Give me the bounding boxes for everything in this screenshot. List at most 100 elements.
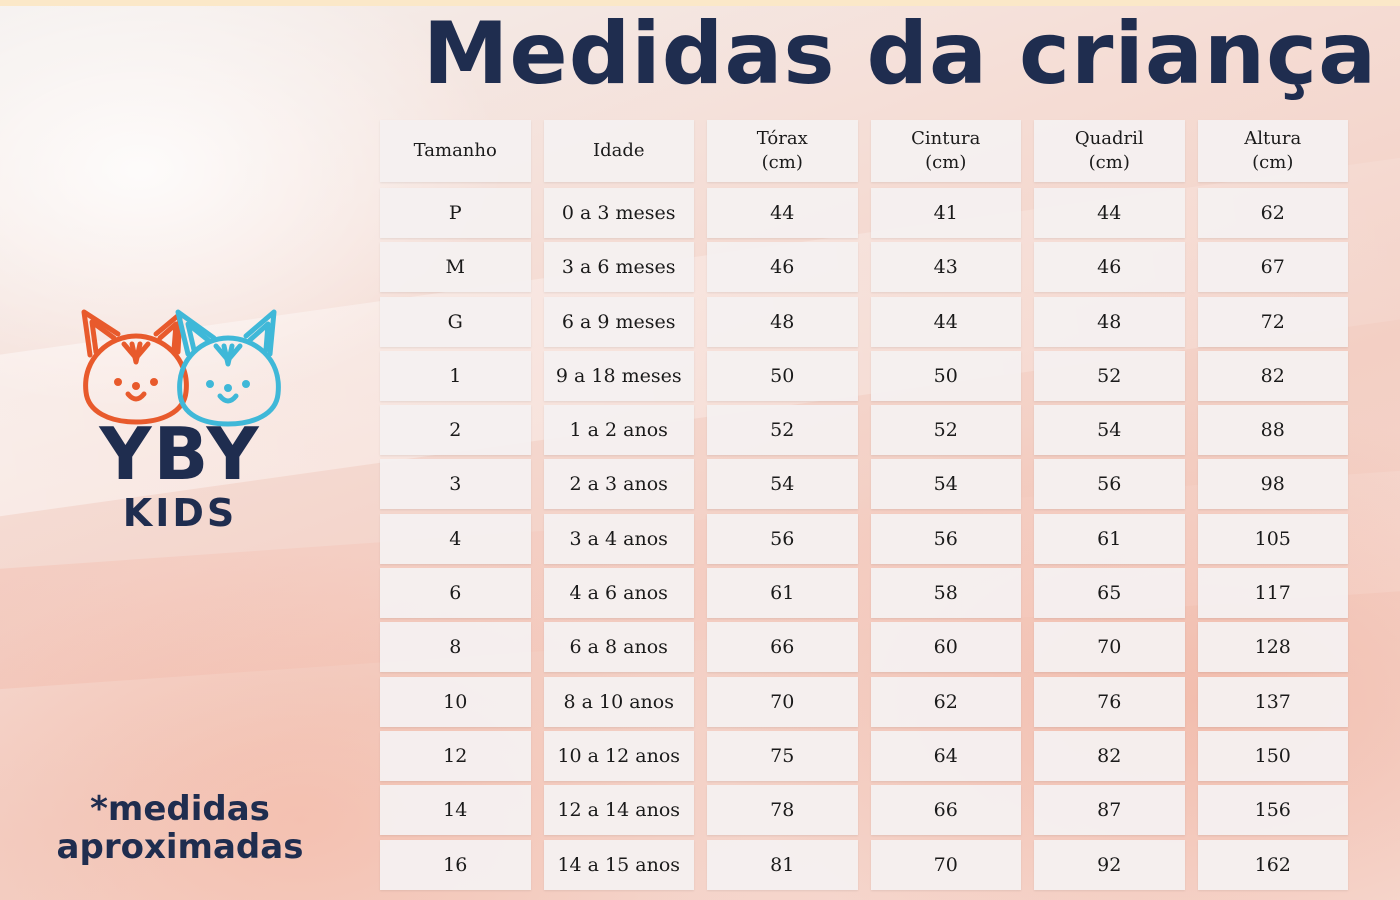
table-cell: 92 <box>1034 839 1185 890</box>
table-cell: 52 <box>1034 350 1185 401</box>
table-cell: 66 <box>707 622 858 673</box>
table-cell: 82 <box>1034 730 1185 781</box>
table-cell: 2 <box>380 405 531 456</box>
table-cell: 44 <box>707 188 858 238</box>
table-cell: 54 <box>870 459 1021 510</box>
table-cell: 98 <box>1197 459 1348 510</box>
table-cell: 48 <box>1034 296 1185 347</box>
column-idade: Idade 0 a 3 meses 3 a 6 meses 6 a 9 meses 9 … <box>543 120 694 894</box>
column-header: Tamanho <box>380 120 531 182</box>
brand-name: YBY <box>99 412 261 496</box>
table-cell: 81 <box>707 839 858 890</box>
table-cell: 4 <box>380 513 531 564</box>
table-cell: 44 <box>870 296 1021 347</box>
table-cell: 46 <box>707 242 858 293</box>
table-cell: 46 <box>1034 242 1185 293</box>
header-label: Cintura <box>911 128 981 149</box>
table-cell: 56 <box>707 513 858 564</box>
table-cell: 9 a 18 meses <box>543 350 694 401</box>
table-cell: 128 <box>1197 622 1348 673</box>
header-unit: (cm) <box>1088 152 1130 173</box>
table-cell: 78 <box>707 785 858 836</box>
top-band <box>0 0 1400 6</box>
table-cell: 0 a 3 meses <box>543 188 694 238</box>
column-cintura: Cintura (cm) 41 43 44 50 52 54 56 58 60 62 64 66 70 <box>870 120 1021 894</box>
header-label: Altura <box>1244 128 1302 149</box>
table-cell: 16 <box>380 839 531 890</box>
header-label: Tamanho <box>413 140 497 161</box>
approximate-note: *medidas aproximadas <box>40 790 320 866</box>
table-cell: 8 a 10 anos <box>543 676 694 727</box>
table-cell: 6 a 8 anos <box>543 622 694 673</box>
table-cell: 62 <box>1197 188 1348 238</box>
table-cell: 2 a 3 anos <box>543 459 694 510</box>
header-unit: (cm) <box>925 152 967 173</box>
table-cell: 162 <box>1197 839 1348 890</box>
table-cell: 6 <box>380 568 531 619</box>
table-cell: 50 <box>870 350 1021 401</box>
fox-and-bunny-faces-icon <box>81 309 281 427</box>
table-cell: 72 <box>1197 296 1348 347</box>
column-header: Altura (cm) <box>1197 120 1348 182</box>
table-cell: 52 <box>870 405 1021 456</box>
table-cell: G <box>380 296 531 347</box>
table-cell: M <box>380 242 531 293</box>
table-cell: 58 <box>870 568 1021 619</box>
table-cell: 67 <box>1197 242 1348 293</box>
table-cell: 87 <box>1034 785 1185 836</box>
table-cell: 54 <box>1034 405 1185 456</box>
table-cell: 3 <box>380 459 531 510</box>
table-cell: 64 <box>870 730 1021 781</box>
table-cell: 70 <box>1034 622 1185 673</box>
table-cell: 12 a 14 anos <box>543 785 694 836</box>
table-cell: 76 <box>1034 676 1185 727</box>
note-line-1: *medidas <box>90 789 270 829</box>
table-cell: 137 <box>1197 676 1348 727</box>
table-cell: 70 <box>870 839 1021 890</box>
table-cell: 44 <box>1034 188 1185 238</box>
page-title: Medidas da criança <box>422 4 1378 104</box>
table-cell: 1 <box>380 350 531 401</box>
note-line-2: aproximadas <box>56 827 304 867</box>
column-header: Cintura (cm) <box>870 120 1021 182</box>
table-cell: 10 a 12 anos <box>543 730 694 781</box>
table-cell: 56 <box>1034 459 1185 510</box>
header-unit: (cm) <box>761 152 803 173</box>
table-cell: 10 <box>380 676 531 727</box>
table-cell: 4 a 6 anos <box>543 568 694 619</box>
column-tamanho: Tamanho P M G 1 2 3 4 6 8 10 12 14 16 <box>380 120 531 894</box>
table-cell: 150 <box>1197 730 1348 781</box>
brand-sub: KIDS <box>122 491 238 535</box>
column-header: Tórax (cm) <box>707 120 858 182</box>
table-cell: 1 a 2 anos <box>543 405 694 456</box>
header-unit: (cm) <box>1252 152 1294 173</box>
column-torax: Tórax (cm) 44 46 48 50 52 54 56 61 66 70 75 78 81 <box>707 120 858 894</box>
table-cell: 14 <box>380 785 531 836</box>
header-label: Quadril <box>1074 128 1144 149</box>
table-cell: 61 <box>707 568 858 619</box>
table-cell: 88 <box>1197 405 1348 456</box>
table-cell: 66 <box>870 785 1021 836</box>
table-cell: 56 <box>870 513 1021 564</box>
table-cell: 105 <box>1197 513 1348 564</box>
table-cell: 3 a 6 meses <box>543 242 694 293</box>
size-table: Tamanho P M G 1 2 3 4 6 8 10 12 14 16 Idade 0 a 3 meses… <box>380 120 1348 894</box>
header-label: Idade <box>592 140 645 161</box>
table-cell: 70 <box>707 676 858 727</box>
table-cell: 8 <box>380 622 531 673</box>
table-cell: 14 a 15 anos <box>543 839 694 890</box>
table-cell: 12 <box>380 730 531 781</box>
table-cell: 41 <box>870 188 1021 238</box>
table-cell: P <box>380 188 531 238</box>
table-cell: 65 <box>1034 568 1185 619</box>
header-label: Tórax <box>756 128 808 149</box>
table-cell: 75 <box>707 730 858 781</box>
table-cell: 82 <box>1197 350 1348 401</box>
table-cell: 54 <box>707 459 858 510</box>
table-cell: 60 <box>870 622 1021 673</box>
table-cell: 50 <box>707 350 858 401</box>
column-header: Idade <box>543 120 694 182</box>
column-altura: Altura (cm) 62 67 72 82 88 98 105 117 128 137 150 156… <box>1197 120 1348 894</box>
table-cell: 43 <box>870 242 1021 293</box>
table-cell: 48 <box>707 296 858 347</box>
